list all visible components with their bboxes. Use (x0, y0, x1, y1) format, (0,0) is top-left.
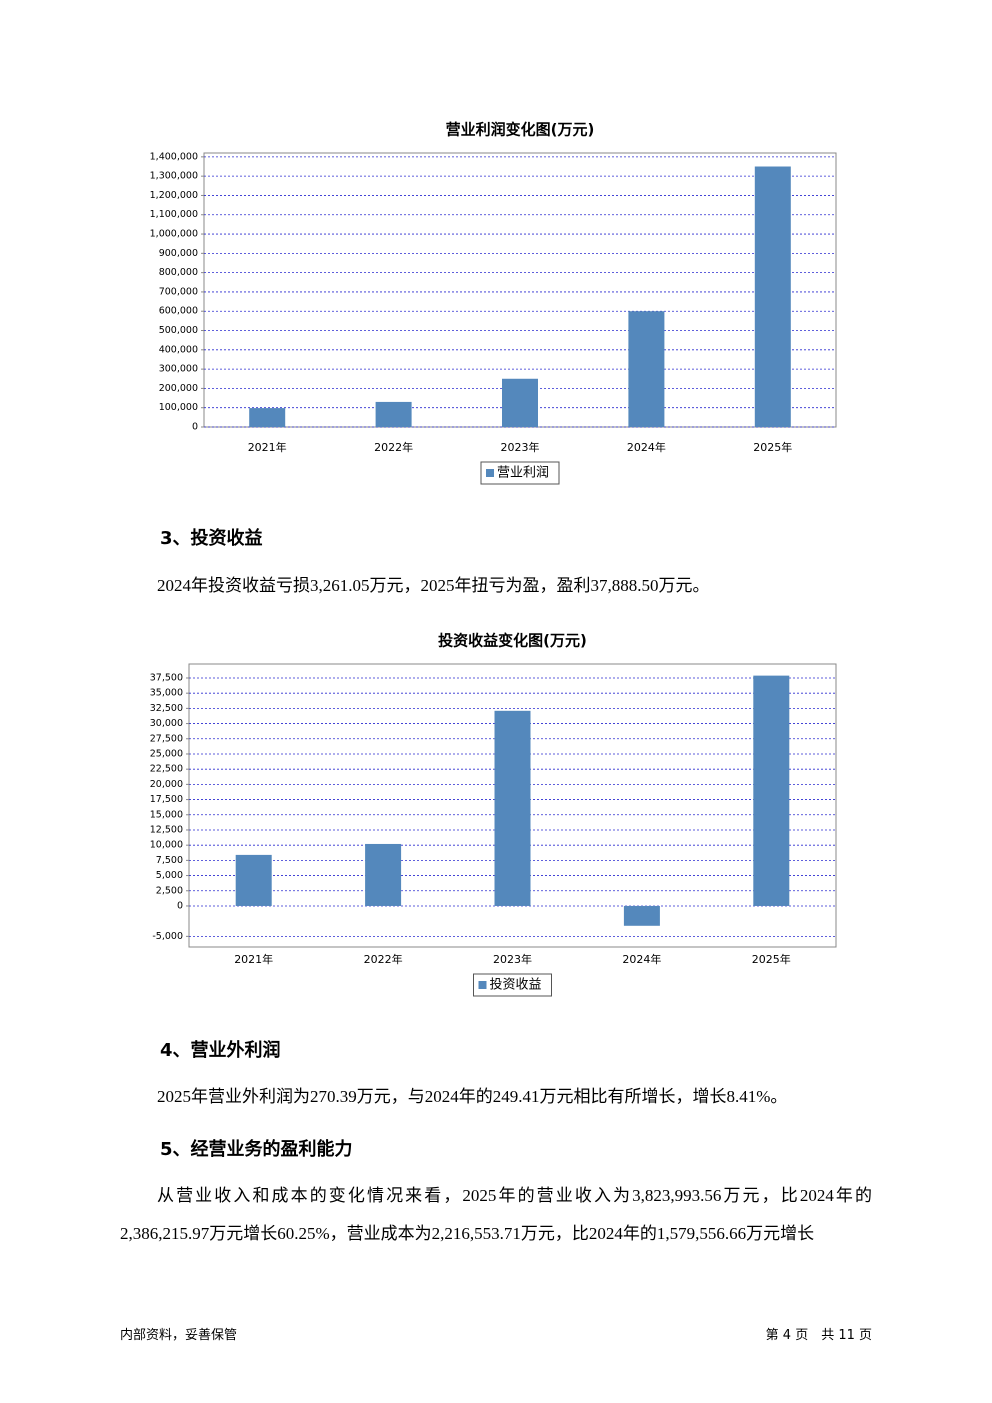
y-tick-label: 2,500 (156, 885, 183, 896)
y-tick-label: 30,000 (150, 718, 183, 729)
y-tick-label: 5,000 (156, 870, 183, 881)
x-tick-label: 2023年 (501, 440, 540, 454)
section-heading: 3、投资收益 (160, 528, 263, 549)
y-tick-label: 0 (192, 422, 198, 433)
paragraph: 2024年投资收益亏损3,261.05万元，2025年扭亏为盈，盈利37,888… (157, 576, 710, 595)
legend-label: 营业利润 (497, 466, 549, 481)
x-tick-label: 2024年 (627, 440, 666, 454)
x-tick-label: 2024年 (622, 952, 661, 966)
x-tick-label: 2025年 (753, 440, 792, 454)
legend-swatch (486, 469, 494, 477)
bar (365, 843, 402, 906)
y-tick-label: 25,000 (150, 748, 183, 759)
y-tick-label: 800,000 (159, 267, 198, 278)
y-tick-label: 10,000 (150, 840, 183, 851)
y-tick-label: 700,000 (159, 286, 198, 297)
y-tick-label: 1,100,000 (150, 209, 198, 220)
legend-swatch (478, 981, 487, 989)
y-tick-label: 35,000 (150, 688, 183, 699)
y-tick-label: 500,000 (159, 325, 198, 336)
x-tick-label: 2022年 (374, 440, 413, 454)
legend-box (480, 461, 560, 485)
y-tick-label: 1,000,000 (150, 229, 198, 240)
bar (502, 378, 538, 427)
y-tick-label: 600,000 (159, 306, 198, 317)
y-tick-label: 12,500 (150, 824, 183, 835)
bar (753, 675, 790, 906)
y-tick-label: 7,500 (156, 855, 183, 866)
footer-right: 第 4 页 共 11 页 (765, 1328, 872, 1343)
y-tick-label: 1,400,000 (150, 151, 198, 162)
x-tick-label: 2021年 (248, 440, 287, 454)
y-tick-label: 20,000 (150, 779, 183, 790)
section-heading: 5、经营业务的盈利能力 (160, 1139, 353, 1160)
x-tick-label: 2022年 (364, 952, 403, 966)
bar (623, 905, 660, 926)
y-tick-label: 37,500 (150, 672, 183, 683)
paragraph: 2025年营业外利润为270.39万元，与2024年的249.41万元相比有所增… (157, 1087, 788, 1106)
y-tick-label: 0 (177, 900, 183, 911)
y-tick-label: 1,200,000 (150, 190, 198, 201)
y-tick-label: 900,000 (159, 248, 198, 259)
bar (249, 408, 286, 427)
y-tick-label: 27,500 (150, 733, 183, 744)
bar (235, 854, 272, 906)
bar (628, 311, 665, 427)
bar (375, 401, 412, 427)
y-tick-label: 17,500 (150, 794, 183, 805)
y-tick-label: 400,000 (159, 344, 198, 355)
y-tick-label: 22,500 (150, 764, 183, 775)
chart-title: 投资收益变化图(万元) (438, 632, 587, 650)
bar (494, 710, 531, 906)
footer-left: 内部资料，妥善保管 (120, 1328, 238, 1343)
y-tick-label: 1,300,000 (150, 171, 198, 182)
chart-title: 营业利润变化图(万元) (446, 121, 595, 139)
x-tick-label: 2021年 (234, 952, 273, 966)
legend-label: 投资收益 (490, 977, 542, 993)
legend-box (473, 973, 552, 997)
y-tick-label: 200,000 (159, 383, 198, 394)
y-tick-label: 15,000 (150, 809, 183, 820)
y-tick-label: 300,000 (159, 364, 198, 375)
y-tick-label: 32,500 (150, 703, 183, 714)
x-tick-label: 2023年 (493, 952, 532, 966)
y-tick-label: 100,000 (159, 402, 198, 413)
y-tick-label: -5,000 (152, 931, 183, 942)
bar (754, 166, 791, 427)
paragraph: 从营业收入和成本的变化情况来看，2025年的营业收入为3,823,993.56万… (120, 1186, 872, 1243)
section-heading: 4、营业外利润 (160, 1040, 281, 1061)
x-tick-label: 2025年 (752, 952, 791, 966)
